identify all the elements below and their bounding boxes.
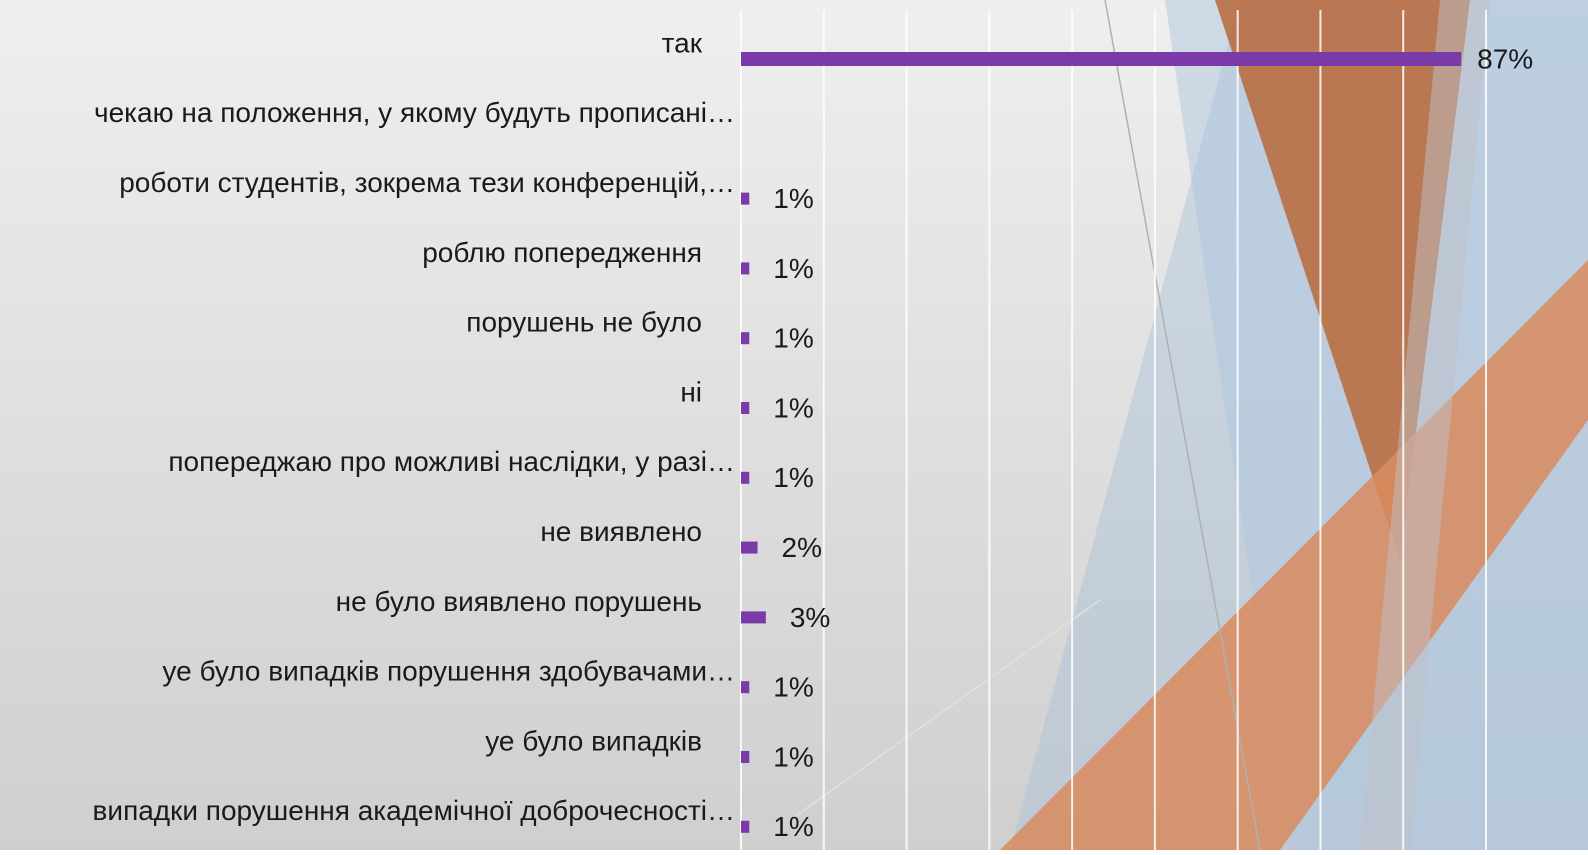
category-label: так	[662, 27, 703, 58]
data-label: 1%	[773, 183, 813, 214]
data-label: 1%	[773, 323, 813, 354]
data-label: 3%	[790, 602, 830, 633]
data-label: 1%	[773, 741, 813, 772]
bar	[741, 611, 766, 623]
data-label: 87%	[1477, 43, 1533, 74]
category-label: випадки порушення академічної доброчесно…	[93, 795, 735, 826]
category-label: чекаю на положення, у якому будуть пропи…	[94, 97, 735, 128]
data-label: 1%	[773, 253, 813, 284]
data-label: 1%	[773, 811, 813, 842]
chart: так 87% чекаю на положення, у якому будуть…	[0, 0, 1588, 850]
category-label: не було виявлено порушень	[336, 586, 702, 617]
bar	[741, 751, 749, 763]
category-label: роботи студентів, зокрема тези конференц…	[119, 167, 735, 198]
data-label: 1%	[773, 462, 813, 493]
category-label: попереджаю про можливі наслідки, у разі…	[168, 446, 735, 477]
bar	[741, 52, 1461, 66]
category-label: ні	[680, 376, 702, 407]
bar	[741, 332, 749, 344]
category-label: порушень не було	[466, 307, 702, 338]
bar	[741, 542, 758, 554]
bar	[741, 402, 749, 414]
bar	[741, 193, 749, 205]
category-label: не виявлено	[540, 516, 702, 547]
bar	[741, 821, 749, 833]
category-label: уе було випадків	[485, 725, 702, 756]
bar	[741, 262, 749, 274]
data-label: 2%	[782, 532, 822, 563]
bar	[741, 472, 749, 484]
bar	[741, 681, 749, 693]
category-label: уе було випадків порушення здобувачами…	[162, 656, 735, 687]
data-label: 1%	[773, 392, 813, 423]
category-label: роблю попередження	[422, 237, 702, 268]
data-label: 1%	[773, 672, 813, 703]
